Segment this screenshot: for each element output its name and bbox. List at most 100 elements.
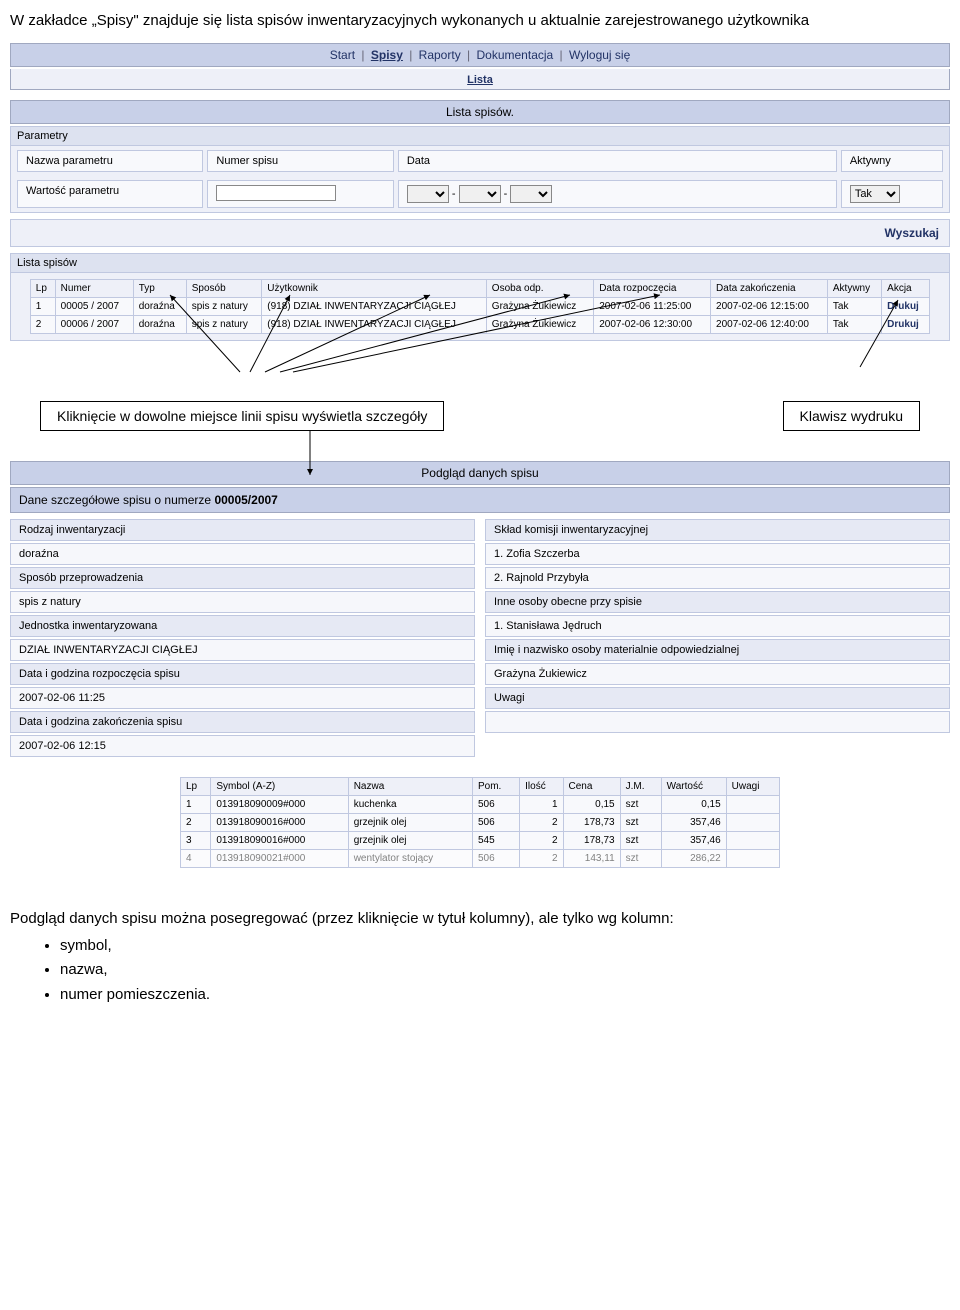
- item-col-jm[interactable]: J.M.: [620, 778, 661, 796]
- item-col-wart[interactable]: Wartość: [661, 778, 726, 796]
- col-numer: Numer spisu: [207, 150, 393, 172]
- date-month[interactable]: [459, 185, 501, 203]
- print-link[interactable]: Drukuj: [887, 319, 919, 330]
- detail-label: Uwagi: [485, 687, 950, 709]
- item-cell: 357,46: [661, 832, 726, 850]
- col-sposob: Sposób: [186, 280, 262, 298]
- item-cell: 013918090016#000: [211, 832, 348, 850]
- item-cell: grzejnik olej: [348, 814, 472, 832]
- item-col-pom[interactable]: Pom.: [472, 778, 519, 796]
- search-link[interactable]: Wyszukaj: [885, 226, 939, 240]
- detail-value: 2007-02-06 12:15: [10, 735, 475, 757]
- item-col-lp[interactable]: Lp: [181, 778, 211, 796]
- item-col-uw[interactable]: Uwagi: [726, 778, 779, 796]
- subnav-lista[interactable]: Lista: [467, 74, 493, 86]
- anno-print-btn: Klawisz wydruku: [783, 401, 920, 431]
- col-lp: Lp: [30, 280, 55, 298]
- item-cell: 1: [181, 796, 211, 814]
- item-cell: szt: [620, 814, 661, 832]
- item-cell: 0,15: [661, 796, 726, 814]
- anno-click-row: Kliknięcie w dowolne miejsce linii spisu…: [40, 401, 444, 431]
- item-row: 1013918090009#000kuchenka50610,15szt0,15: [181, 796, 780, 814]
- cell-osoba: Grażyna Żukiewicz: [486, 298, 593, 316]
- detail-label: Data i godzina zakończenia spisu: [10, 711, 475, 733]
- list-title: Lista spisów.: [10, 100, 950, 124]
- item-cell: 2: [520, 814, 563, 832]
- item-cell: 013918090021#000: [211, 850, 348, 868]
- nav-dokumentacja[interactable]: Dokumentacja: [474, 48, 557, 62]
- detail-value: spis z natury: [10, 591, 475, 613]
- item-cell: [726, 796, 779, 814]
- print-link[interactable]: Drukuj: [887, 301, 919, 312]
- nav-wyloguj-się[interactable]: Wyloguj się: [566, 48, 633, 62]
- item-cell: 545: [472, 832, 519, 850]
- sub-nav: Lista: [10, 69, 950, 90]
- item-cell: 1: [520, 796, 563, 814]
- item-cell: 2: [181, 814, 211, 832]
- detail-label: Jednostka inwentaryzowana: [10, 615, 475, 637]
- cell-akcja: Drukuj: [882, 316, 930, 334]
- item-cell: szt: [620, 850, 661, 868]
- date-year[interactable]: [510, 185, 552, 203]
- nav-sep: |: [358, 48, 368, 62]
- col-akcja: Akcja: [882, 280, 930, 298]
- detail-label: Skład komisji inwentaryzacyjnej: [485, 519, 950, 541]
- nav-sep: |: [464, 48, 474, 62]
- item-cell: [726, 850, 779, 868]
- item-col-cena[interactable]: Cena: [563, 778, 620, 796]
- item-cell: 3: [181, 832, 211, 850]
- item-cell: 013918090009#000: [211, 796, 348, 814]
- cell-end: 2007-02-06 12:15:00: [711, 298, 828, 316]
- item-row: 4013918090021#000wentylator stojący50621…: [181, 850, 780, 868]
- params-label: Parametry: [11, 127, 949, 146]
- cell-end: 2007-02-06 12:40:00: [711, 316, 828, 334]
- detail-header-prefix: Dane szczegółowe spisu o numerze: [19, 493, 214, 507]
- cell-typ: doraźna: [133, 316, 186, 334]
- item-row: 3013918090016#000grzejnik olej5452178,73…: [181, 832, 780, 850]
- item-col-il[interactable]: Ilość: [520, 778, 563, 796]
- preview-title: Podgląd danych spisu: [10, 461, 950, 485]
- date-day[interactable]: [407, 185, 449, 203]
- col-aktywny: Aktywny: [827, 280, 881, 298]
- cell-sposob: spis z natury: [186, 316, 262, 334]
- item-cell: 357,46: [661, 814, 726, 832]
- nav-spisy[interactable]: Spisy: [368, 48, 406, 62]
- item-col-sym[interactable]: Symbol (A-Z): [211, 778, 348, 796]
- cell-numer: 00006 / 2007: [55, 316, 133, 334]
- item-cell: 506: [472, 850, 519, 868]
- detail-value: Grażyna Żukiewicz: [485, 663, 950, 685]
- cell-akcja: Drukuj: [882, 298, 930, 316]
- item-cell: 2: [520, 850, 563, 868]
- col-end: Data zakończenia: [711, 280, 828, 298]
- param-name-header: Nazwa parametru: [17, 150, 203, 172]
- cell-lp: 2: [30, 316, 55, 334]
- item-cell: 0,15: [563, 796, 620, 814]
- table-row[interactable]: 100005 / 2007doraźnaspis z natury(918) D…: [30, 298, 929, 316]
- item-cell: szt: [620, 832, 661, 850]
- detail-header-num: 00005/2007: [214, 493, 277, 507]
- nav-sep: |: [406, 48, 416, 62]
- cell-osoba: Grażyna Żukiewicz: [486, 316, 593, 334]
- item-col-naz[interactable]: Nazwa: [348, 778, 472, 796]
- col-osoba: Osoba odp.: [486, 280, 593, 298]
- nav-start[interactable]: Start: [327, 48, 358, 62]
- numer-input[interactable]: [216, 185, 336, 201]
- col-start: Data rozpoczęcia: [594, 280, 711, 298]
- nav-sep: |: [556, 48, 566, 62]
- col-data: Data: [398, 150, 837, 172]
- col-aktywny: Aktywny: [841, 150, 943, 172]
- item-cell: wentylator stojący: [348, 850, 472, 868]
- detail-label: Sposób przeprowadzenia: [10, 567, 475, 589]
- aktywny-select[interactable]: Tak: [850, 185, 900, 203]
- footer-bullet: nazwa,: [60, 959, 950, 982]
- table-row[interactable]: 200006 / 2007doraźnaspis z natury(918) D…: [30, 316, 929, 334]
- detail-value: 2. Rajnold Przybyła: [485, 567, 950, 589]
- item-cell: kuchenka: [348, 796, 472, 814]
- nav-raporty[interactable]: Raporty: [416, 48, 464, 62]
- list-panel-label: Lista spisów: [11, 254, 949, 273]
- param-value-header: Wartość parametru: [17, 180, 203, 208]
- intro-text: W zakładce „Spisy" znajduje się lista sp…: [10, 10, 950, 31]
- detail-col-right: Skład komisji inwentaryzacyjnej1. Zofia …: [485, 519, 950, 759]
- footer-text: Podgląd danych spisu można posegregować …: [10, 908, 950, 931]
- footer-bullet: numer pomieszczenia.: [60, 984, 950, 1007]
